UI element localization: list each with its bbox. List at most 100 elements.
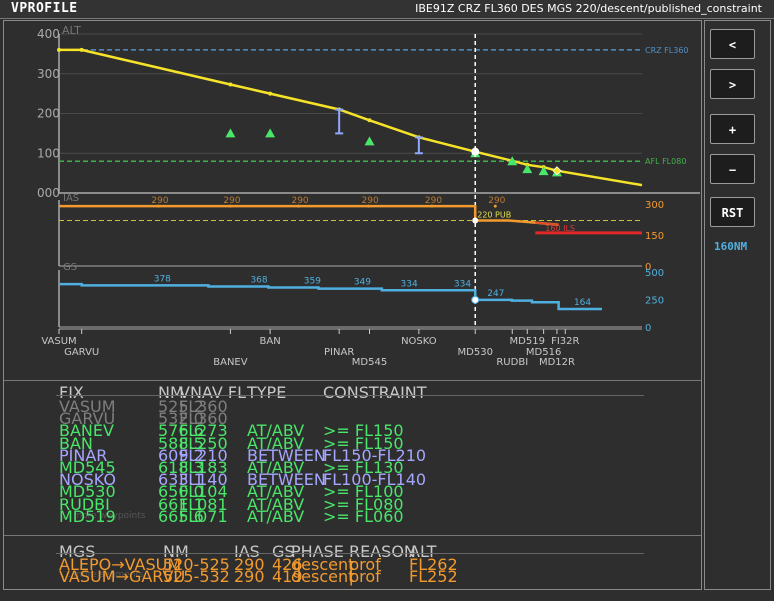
at-above-constraint-marker xyxy=(225,128,236,138)
fix-row-vnav: FL273 xyxy=(179,421,228,441)
mgs-row-reason: prof xyxy=(349,555,381,574)
prev-button[interactable]: < xyxy=(710,29,755,59)
waypoint-label: VASUM xyxy=(41,336,76,347)
fix-row-nm: 588.5 xyxy=(158,433,204,453)
fix-row-vnav: FL183 xyxy=(179,458,228,477)
zoom-in-button[interactable]: + xyxy=(710,114,755,144)
fix-row-type: AT/ABV xyxy=(247,482,305,502)
mgs-row-nm: 525-532 xyxy=(163,567,230,586)
waypoint-label: MD12R xyxy=(539,357,575,368)
waypoint-label: RUDBI xyxy=(496,357,528,368)
fix-row-fix: GARVU xyxy=(59,409,116,429)
mgs-table-header-reason: REASON xyxy=(349,542,416,561)
fix-row-vnav: FL104 xyxy=(179,482,228,502)
ias-point xyxy=(228,204,232,208)
table-divider xyxy=(4,380,701,381)
gs-value-label: 334 xyxy=(401,279,418,289)
mgs-table-header-gs: GS xyxy=(272,542,295,561)
profile-panel xyxy=(3,20,702,590)
gs-value-label: 359 xyxy=(304,277,321,287)
mgs-row-phase: descent xyxy=(291,555,355,574)
app-title: VPROFILE xyxy=(11,1,78,16)
fix-row-nm: 525.2 xyxy=(158,397,204,416)
mgs-table-header-alt: ALT xyxy=(409,542,437,561)
alt-tick-label: 300 xyxy=(37,67,60,81)
ias-tick-label: 150 xyxy=(645,231,664,242)
fix-row-nm: 650.0 xyxy=(158,482,204,502)
fix-table-header-rule xyxy=(56,395,644,396)
ias-value-label: 290 xyxy=(425,196,442,206)
ias-point xyxy=(367,204,371,208)
mgs-row-ias: 290 xyxy=(234,567,265,586)
fix-row-constraint: >= FL130 xyxy=(323,458,404,477)
more-segments-note: ... more segments xyxy=(62,570,144,580)
mgs-row-phase: descent xyxy=(291,567,355,586)
gs-value-label: 368 xyxy=(250,276,267,286)
gs-value-label: 378 xyxy=(154,274,171,284)
fix-row-constraint: FL150-FL210 xyxy=(323,445,427,465)
profile-point xyxy=(268,91,273,96)
waypoint-label: MD519 xyxy=(510,336,545,347)
fix-row-constraint: >= FL060 xyxy=(323,506,404,526)
cruise-fl-label: CRZ FL360 xyxy=(645,46,689,55)
ias-point xyxy=(156,204,160,208)
gs-value-label: 164 xyxy=(574,298,591,308)
fix-row-nm: 665.6 xyxy=(158,506,204,526)
ils-speed-label: 160 ILS xyxy=(545,224,575,233)
mgs-row-mgs: ALEPO→VASUM xyxy=(59,555,182,574)
fix-row-type: BETWEEN xyxy=(247,445,326,465)
waypoint-label: BANEV xyxy=(213,357,248,368)
fix-row-type: AT/ABV xyxy=(247,494,305,514)
gs-value-label: 334 xyxy=(454,279,471,289)
mgs-row-ias: 290 xyxy=(234,555,265,574)
ias-value-label: 290 xyxy=(223,196,240,206)
profile-point xyxy=(228,82,233,87)
fix-row-vnav: FL360 xyxy=(179,409,228,429)
next-button[interactable]: > xyxy=(710,69,755,99)
mgs-table-header-ias: IAS xyxy=(234,542,260,561)
gs-tick-label: 0 xyxy=(645,323,651,334)
at-above-constraint-marker xyxy=(265,128,276,138)
ias-tick-label: 0 xyxy=(645,262,651,273)
fix-row-fix: VASUM xyxy=(59,397,116,416)
fix-row-type: AT/ABV xyxy=(247,433,305,453)
fix-row-type: AT/ABV xyxy=(247,506,305,526)
ias-tick-label: 300 xyxy=(645,200,664,211)
control-panel xyxy=(704,20,771,590)
fix-row-constraint: >= FL080 xyxy=(323,494,404,514)
reset-button[interactable]: RST xyxy=(710,197,755,227)
mgs-row-reason: prof xyxy=(349,567,381,586)
final-fix-marker xyxy=(552,166,562,176)
gs-value-label: 247 xyxy=(487,289,504,299)
fix-row-fix: MD519 xyxy=(59,506,116,526)
gs-axis-label: GS xyxy=(63,262,77,273)
waypoint-label: MD545 xyxy=(352,357,387,368)
zoom-out-button[interactable]: − xyxy=(710,154,755,184)
profile-point xyxy=(79,47,84,52)
title-bar: VPROFILE IBE91Z CRZ FL360 DES MGS 220/de… xyxy=(0,0,774,19)
alt-tick-label: 400 xyxy=(37,27,60,41)
waypoint-label: MD530 xyxy=(458,347,493,358)
fix-row-constraint: FL100-FL140 xyxy=(323,470,427,490)
alt-tick-label: 100 xyxy=(37,146,60,160)
fix-table-header-fix: FIX xyxy=(59,383,84,402)
profile-point xyxy=(57,47,61,52)
ias-value-label: 290 xyxy=(291,196,308,206)
fix-row-fix: BANEV xyxy=(59,421,114,441)
afl-label: AFL FL080 xyxy=(645,157,686,166)
fix-row-nm: 576.6 xyxy=(158,421,204,441)
gs-present-marker xyxy=(471,295,480,304)
fix-row-fix: BAN xyxy=(59,433,93,453)
fix-row-vnav: FL071 xyxy=(179,506,228,526)
ias-value-label: 290 xyxy=(488,196,505,206)
ias-value-label: 290 xyxy=(362,196,379,206)
mgs-row-mgs: VASUM→GARVU xyxy=(59,567,186,586)
mgs-row-nm: 520-525 xyxy=(163,555,230,574)
mgs-row-alt: FL262 xyxy=(409,555,458,574)
fix-row-vnav: FL250 xyxy=(179,433,228,453)
fix-row-fix: RUDBI xyxy=(59,494,110,514)
fix-row-fix: MD530 xyxy=(59,482,116,502)
pub-speed-label: 220 PUB xyxy=(477,211,511,220)
flight-status: IBE91Z CRZ FL360 DES MGS 220/descent/pub… xyxy=(415,2,762,15)
mgs-row-gs: 419 xyxy=(272,567,303,586)
